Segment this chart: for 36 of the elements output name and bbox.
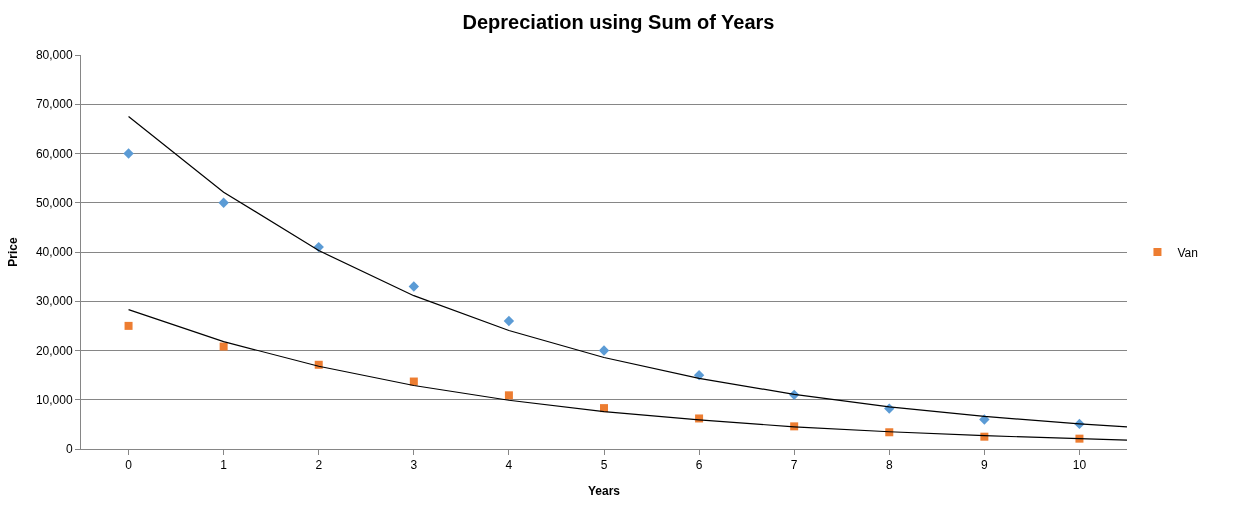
x-tick-label: 2 bbox=[315, 458, 323, 473]
y-tick-label: 70,000 bbox=[35, 97, 73, 112]
legend-label: Van bbox=[1177, 245, 1198, 260]
line-series bbox=[127, 115, 1127, 428]
y-tick-label: 20,000 bbox=[35, 343, 73, 358]
point bbox=[218, 197, 229, 208]
line-series bbox=[127, 309, 1127, 441]
x-tick-label: 5 bbox=[600, 458, 608, 473]
x-tick-label: 9 bbox=[981, 458, 989, 473]
x-tick-label: 3 bbox=[410, 458, 418, 473]
y-tick-label: 50,000 bbox=[35, 195, 73, 210]
x-tick-label: 8 bbox=[885, 458, 893, 473]
x-tick-label: 0 bbox=[125, 458, 133, 473]
point bbox=[123, 148, 134, 159]
x-tick-label: 1 bbox=[220, 458, 228, 473]
point bbox=[598, 345, 610, 356]
y-tick-label: 10,000 bbox=[35, 392, 73, 407]
point bbox=[504, 391, 513, 400]
point bbox=[693, 369, 705, 381]
point bbox=[219, 342, 228, 351]
x-axis-title: Years bbox=[587, 484, 621, 499]
x-tick-label: 10 bbox=[1072, 458, 1087, 473]
y-axis-title: Price bbox=[6, 237, 21, 267]
x-tick-label: 6 bbox=[695, 458, 703, 473]
point bbox=[408, 281, 420, 292]
y-tick-label: 0 bbox=[65, 442, 73, 457]
y-tick-label: 60,000 bbox=[35, 146, 73, 161]
x-tick-label: 4 bbox=[505, 458, 513, 473]
point bbox=[503, 315, 515, 327]
y-tick-label: 30,000 bbox=[35, 294, 73, 309]
point bbox=[124, 321, 133, 330]
point bbox=[979, 414, 990, 425]
chart-title: Depreciation using Sum of Years bbox=[462, 11, 775, 34]
x-tick-label: 7 bbox=[790, 458, 798, 473]
y-tick-label: 40,000 bbox=[35, 245, 73, 260]
y-tick-label: 80,000 bbox=[35, 48, 73, 63]
